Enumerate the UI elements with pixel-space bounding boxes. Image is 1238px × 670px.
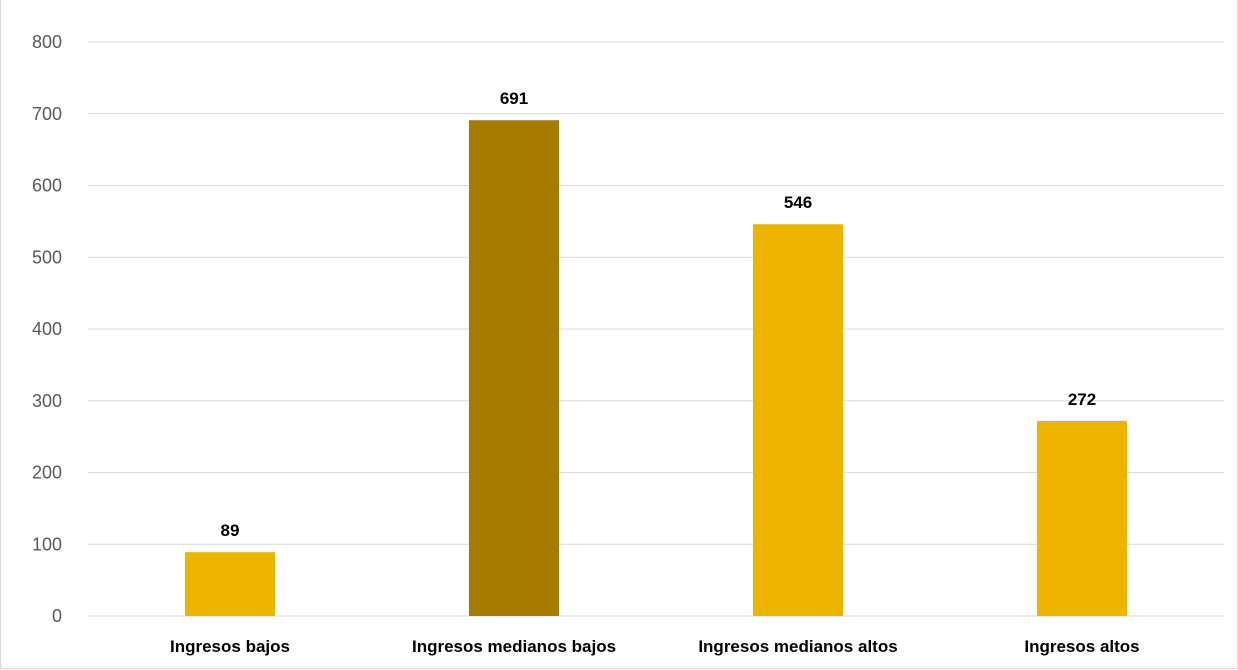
data-labels: 89 691 546 272 [221, 89, 1097, 540]
x-axis: Ingresos bajos Ingresos medianos bajos Ing… [170, 637, 1140, 656]
y-axis: 0 100 200 300 400 500 600 700 800 [32, 32, 62, 626]
y-tick-label-200: 200 [32, 463, 62, 483]
x-tick-label-0: Ingresos bajos [170, 637, 290, 656]
y-tick-label-300: 300 [32, 391, 62, 411]
x-tick-label-3: Ingresos altos [1024, 637, 1139, 656]
y-tick-label-600: 600 [32, 176, 62, 196]
bar-0 [185, 552, 275, 616]
bars [185, 120, 1127, 617]
data-label-1: 691 [500, 89, 528, 108]
gridlines [88, 41, 1224, 617]
y-tick-label-500: 500 [32, 247, 62, 267]
bar-1 [469, 120, 559, 617]
bar-3 [1037, 420, 1127, 616]
y-tick-label-800: 800 [32, 32, 62, 52]
x-tick-label-1: Ingresos medianos bajos [412, 637, 616, 656]
data-label-3: 272 [1068, 390, 1096, 409]
y-tick-label-400: 400 [32, 319, 62, 339]
y-tick-label-100: 100 [32, 534, 62, 554]
data-label-2: 546 [784, 193, 812, 212]
bar-2 [753, 224, 843, 616]
y-tick-label-0: 0 [52, 606, 62, 626]
data-label-0: 89 [221, 521, 240, 540]
y-tick-label-700: 700 [32, 104, 62, 124]
x-tick-label-2: Ingresos medianos altos [698, 637, 897, 656]
